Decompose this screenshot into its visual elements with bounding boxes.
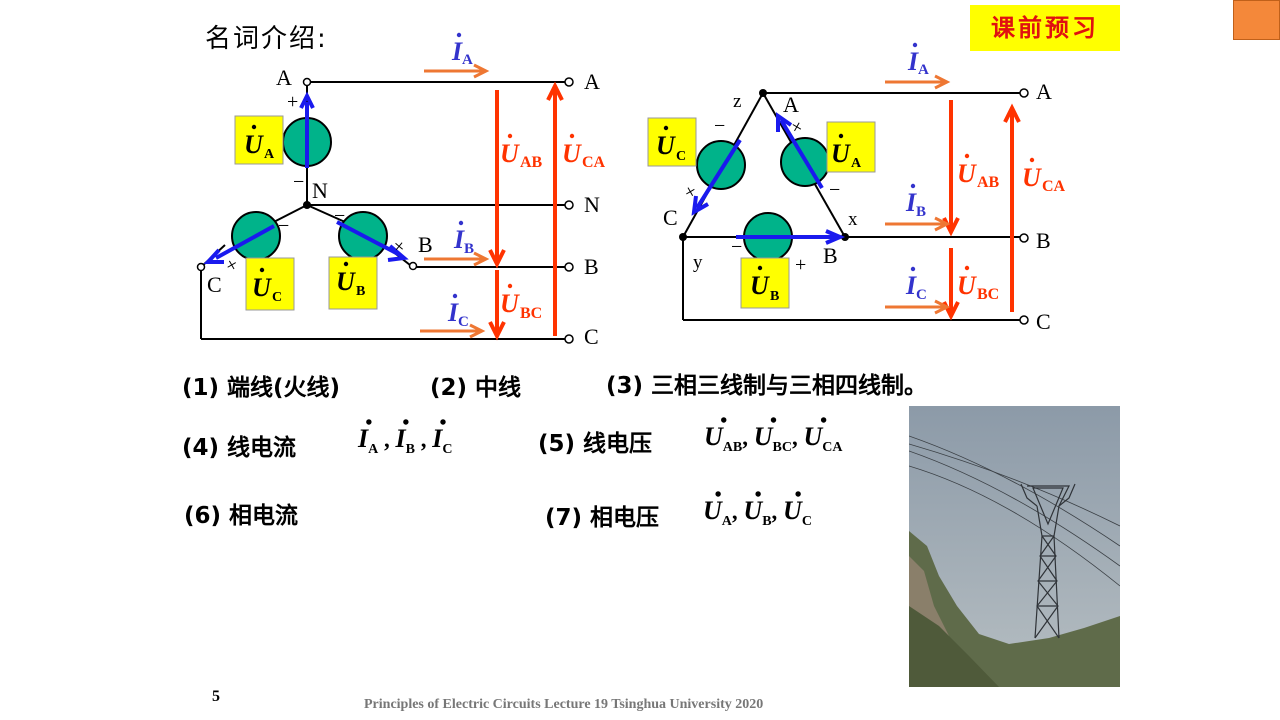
phasor-ia: • IA — [358, 412, 379, 457]
phase-voltages: • UA, • UB, • UC — [703, 484, 812, 529]
svg-text:BC: BC — [520, 305, 542, 322]
delta-phase-vectors — [691, 112, 846, 245]
preview-badge: 课前预习 — [970, 5, 1120, 51]
svg-text:CA: CA — [1042, 178, 1066, 195]
svg-text:I: I — [451, 37, 463, 66]
svg-text:+: + — [387, 235, 410, 259]
svg-text:−: − — [829, 179, 840, 201]
star-phase-vectors — [203, 91, 409, 264]
three-phase-diagrams: A A N N B B C C A B C A C B z x y + − + … — [196, 32, 1066, 349]
tower-icon — [1020, 483, 1076, 639]
svg-text:A: A — [1036, 79, 1052, 104]
svg-text:−: − — [334, 205, 345, 227]
svg-text:U: U — [831, 139, 851, 168]
svg-text:U: U — [1022, 163, 1042, 192]
phasor-dots — [251, 32, 1035, 299]
svg-text:+: + — [287, 91, 298, 113]
svg-text:A: A — [851, 156, 862, 171]
term-6: (6) 相电流 — [184, 503, 299, 529]
term-3: (3) 三相三线制与三相四线制。 — [606, 373, 928, 399]
svg-text:−: − — [278, 215, 289, 237]
svg-text:I: I — [453, 225, 465, 254]
svg-text:C: C — [584, 324, 599, 349]
svg-text:U: U — [957, 159, 977, 188]
svg-text:U: U — [500, 139, 520, 168]
star-line-voltages — [488, 81, 564, 341]
svg-text:A: A — [584, 69, 600, 94]
svg-text:U: U — [252, 273, 272, 302]
svg-text:C: C — [272, 290, 282, 305]
svg-text:+: + — [222, 253, 243, 278]
svg-text:y: y — [693, 252, 703, 273]
term-4: (4) 线电流 — [182, 435, 297, 461]
svg-text:A: A — [783, 92, 799, 117]
svg-text:A: A — [918, 62, 929, 78]
delta-line-voltages — [942, 100, 1021, 321]
svg-text:U: U — [750, 271, 770, 300]
phasor-ib: • IB — [395, 412, 415, 457]
term-7: (7) 相电压 — [545, 505, 660, 531]
svg-text:B: B — [916, 204, 926, 220]
term-5: (5) 线电压 — [538, 431, 653, 457]
corner-accent — [1233, 0, 1280, 40]
svg-text:B: B — [1036, 228, 1051, 253]
svg-text:U: U — [244, 130, 264, 159]
svg-text:z: z — [733, 91, 741, 112]
svg-text:N: N — [584, 192, 600, 217]
page-number: 5 — [212, 688, 220, 705]
svg-text:CA: CA — [582, 154, 606, 171]
svg-text:B: B — [584, 254, 599, 279]
svg-text:AB: AB — [977, 174, 1000, 191]
svg-text:U: U — [957, 271, 977, 300]
svg-text:C: C — [676, 149, 686, 164]
svg-text:C: C — [207, 272, 222, 297]
svg-text:+: + — [795, 254, 806, 276]
svg-text:AB: AB — [520, 154, 543, 171]
svg-text:+: + — [680, 180, 701, 205]
svg-text:U: U — [336, 267, 356, 296]
svg-text:I: I — [905, 271, 917, 300]
footer-text: Principles of Electric Circuits Lecture … — [364, 697, 764, 712]
svg-text:C: C — [663, 205, 678, 230]
svg-text:A: A — [276, 65, 292, 90]
svg-text:N: N — [312, 178, 328, 203]
delta-currents — [885, 74, 951, 315]
delta-sources — [696, 137, 830, 262]
voltage-label-boxes — [234, 115, 876, 311]
svg-text:I: I — [907, 47, 919, 76]
line-voltages: • UAB, • UBC, • UCA — [704, 410, 843, 455]
svg-text:A: A — [264, 147, 275, 162]
svg-text:I: I — [905, 188, 917, 217]
svg-text:U: U — [500, 289, 520, 318]
svg-text:C: C — [916, 287, 927, 303]
phasor-ic: • IC — [432, 412, 453, 457]
transmission-tower-photo — [909, 406, 1120, 687]
svg-text:B: B — [464, 241, 474, 257]
svg-text:x: x — [848, 209, 858, 230]
svg-text:B: B — [770, 289, 779, 304]
svg-text:B: B — [823, 243, 838, 268]
svg-text:BC: BC — [977, 286, 999, 303]
line-currents: • IA , • IB , • IC — [358, 412, 453, 457]
page-heading: 名词介绍: — [205, 24, 328, 54]
svg-text:U: U — [656, 131, 676, 160]
svg-text:−: − — [714, 115, 725, 137]
svg-text:B: B — [356, 284, 365, 299]
svg-text:A: A — [462, 52, 473, 68]
term-1: (1) 端线(火线) — [182, 375, 341, 401]
terminal-labels: A A N N B B C C A B C A C B z x y — [207, 65, 1052, 349]
svg-text:C: C — [1036, 309, 1051, 334]
svg-text:−: − — [293, 171, 304, 193]
svg-text:B: B — [418, 232, 433, 257]
star-currents — [420, 63, 490, 339]
svg-text:I: I — [447, 298, 459, 327]
term-2: (2) 中线 — [430, 375, 522, 401]
svg-text:−: − — [731, 236, 742, 258]
svg-text:C: C — [458, 314, 469, 330]
svg-text:U: U — [562, 139, 582, 168]
